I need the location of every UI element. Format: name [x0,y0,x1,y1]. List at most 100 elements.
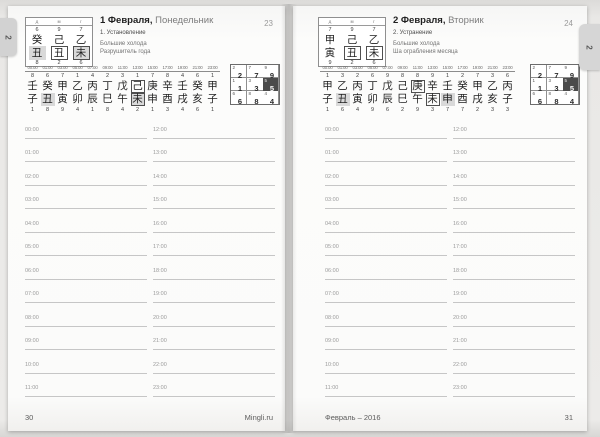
hour-bottom-number: 4 [120,107,125,113]
time-slot: 13:00 [153,139,275,162]
hour-top-number: 2 [105,73,110,79]
stem-character: 戊 [117,80,128,92]
month-tab-label: 2 [584,44,594,50]
note-line: Ша ограбления месяца [393,48,458,55]
hour-top-number: 2 [460,73,465,79]
slot-time-label: 22:00 [453,361,467,368]
pillar-header: г [363,18,385,26]
slot-time-label: 00:00 [25,126,39,133]
stem-character: 丙 [502,80,513,92]
hour-column: 05:00 1 乙 卯 4 [70,64,85,114]
time-slot: 23:00 [453,374,575,397]
stem-character: 甲 [324,34,336,46]
slot-time-label: 09:00 [25,338,39,344]
pillar-header: м [341,18,363,26]
grid-big-number: 9 [269,71,275,80]
grid-small-number: 8 [548,91,552,96]
hour-stem: 癸 [190,80,205,93]
grid-big-number: 7 [554,71,559,80]
time-slot: 19:00 [153,280,275,303]
hour-top-number: 6 [45,73,50,79]
branch-character: 巳 [397,93,408,105]
pillar-bottom-number: 6 [79,60,83,66]
grid-big-number: 3 [254,84,259,93]
hour-stem: 乙 [70,80,85,93]
hour-time-label: 15:00 [145,64,160,72]
hour-column: 21:00 6 癸 亥 6 [190,64,205,114]
grid-small-number: 5 [264,78,268,83]
pillar-column: г 7 乙 未 6 [363,18,385,66]
day-officer-label: 2. Устранение [393,29,433,36]
branch-character: 卯 [72,93,83,105]
branch-character: 丑 [40,93,55,106]
grid-small-number: 3 [248,78,252,83]
hour-column: 00:00 1 甲 子 1 [320,64,335,114]
hour-branch: 辰 [380,93,395,106]
hour-time-label: 11:00 [410,64,425,72]
branch-character: 子 [27,93,38,105]
pillar-stem: 乙 [70,33,92,46]
pillar-branch: 未 [70,46,92,60]
slot-time-label: 02:00 [25,173,39,180]
slot-time-label: 19:00 [453,291,467,297]
hour-branch: 酉 [455,93,470,106]
slots-pm-column: 12:00 13:00 14:00 15:00 16:00 17:00 18:00 19:00… [153,115,275,397]
time-slot: 07:00 [25,280,147,303]
footer-page-number: 31 [564,413,573,422]
hour-top-number: 6 [505,73,510,79]
branch-character: 寅 [57,93,68,105]
hour-bottom-number: 4 [355,107,360,113]
time-slot: 17:00 [153,233,275,256]
branch-character: 未 [130,93,145,106]
hour-time-label: 09:00 [100,64,115,72]
branch-character: 戌 [177,93,188,105]
slot-time-label: 23:00 [453,385,467,391]
hour-branch: 未 [425,93,440,106]
hour-bottom-number: 7 [445,107,450,113]
time-slot: 01:00 [25,139,147,162]
hour-stem: 戊 [115,80,130,93]
branch-character: 辰 [382,93,393,105]
hour-column: 01:00 6 癸 丑 8 [40,64,55,114]
grid-big-number: 2 [237,71,243,80]
grid-big-number: 7 [254,71,259,80]
branch-character: 巳 [102,93,113,105]
hour-stem: 甲 [55,80,70,93]
time-slot: 02:00 [25,162,147,186]
slot-time-label: 13:00 [153,150,167,156]
hour-time-label: 05:00 [70,64,85,72]
slot-time-label: 04:00 [325,220,339,227]
book-spine-shadow [281,4,297,433]
hour-time-label: 17:00 [160,64,175,72]
hour-branch: 酉 [160,93,175,106]
grid-big-number: 8 [254,97,259,106]
hour-top-number: 1 [210,73,215,79]
hour-column: 19:00 7 甲 戌 2 [470,64,485,114]
slot-time-label: 08:00 [325,314,339,321]
title-block: 1 Февраля, Понедельник 1. Установление Б… [100,16,213,56]
slot-time-label: 14:00 [453,173,467,180]
hour-bottom-number: 1 [210,107,215,113]
stem-character: 庚 [147,80,158,92]
pillar-branch: 丑 [341,46,363,60]
branch-character: 辰 [87,93,98,105]
branch-character: 丑 [343,46,361,60]
hour-stem: 己 [130,80,145,93]
time-slot: 07:00 [325,280,447,303]
hour-top-number: 6 [370,73,375,79]
slot-time-label: 17:00 [453,244,467,250]
branch-character: 卯 [367,93,378,105]
slot-time-label: 08:00 [25,314,39,321]
stem-character: 戊 [382,80,393,92]
hour-column: 17:00 2 癸 酉 7 [455,64,470,114]
pillar-header: м [48,18,70,26]
pillar-stem: 甲 [319,33,341,46]
hour-column: 05:00 6 丁 卯 9 [365,64,380,114]
hour-top-number: 3 [340,73,345,79]
branch-character: 丑 [335,93,350,106]
slot-time-label: 05:00 [325,244,339,250]
stem-character: 丙 [87,80,98,92]
slot-time-label: 14:00 [153,173,167,180]
branch-character: 寅 [352,93,363,105]
